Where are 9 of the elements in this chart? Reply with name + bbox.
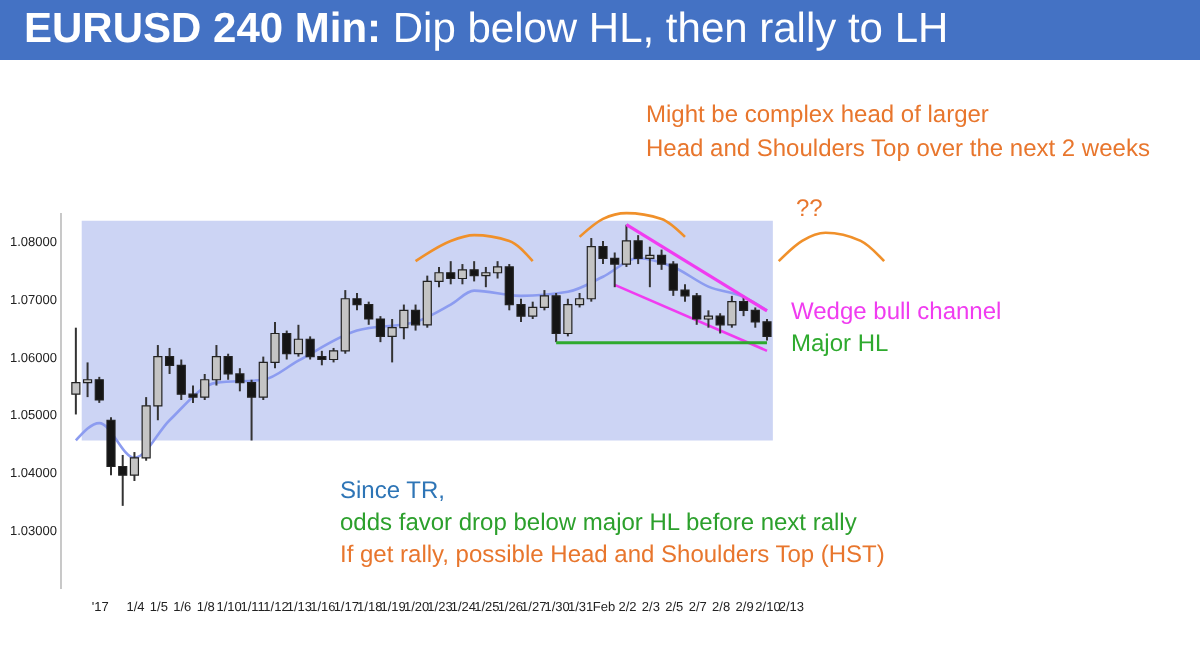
annotation: ??	[796, 194, 823, 222]
series-label: Wedge bull channel	[791, 296, 1002, 325]
chart-title: EURUSD 240 Min: Dip below HL, then rally to LH	[0, 0, 1200, 60]
annotation: If get rally, possible Head and Shoulders Top (HST)	[340, 540, 885, 568]
annotation: odds favor drop below major HL before next rally	[340, 508, 857, 536]
annotation: Since TR,	[340, 476, 445, 504]
text: Might be complex head of larger	[646, 100, 989, 128]
series-label: Major HL	[791, 328, 890, 357]
text: Head and Shoulders Top over the next 2 weeks	[646, 134, 1150, 162]
